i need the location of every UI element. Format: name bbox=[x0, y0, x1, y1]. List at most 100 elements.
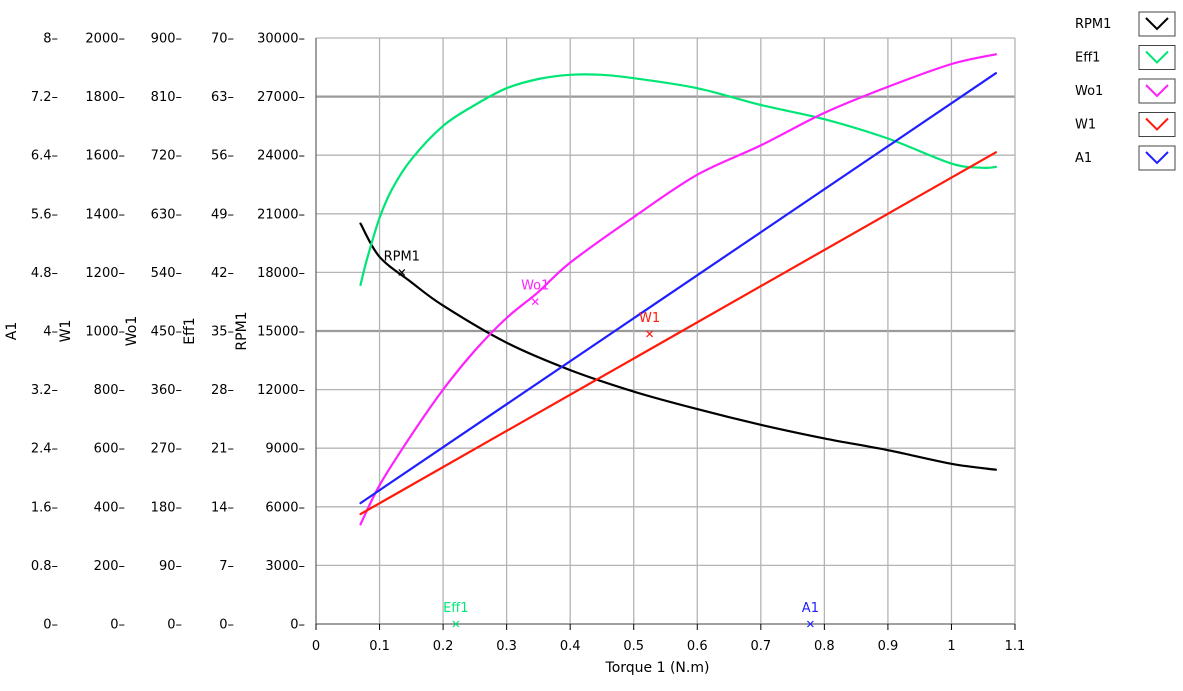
legend-item-wo1[interactable]: Wo1 bbox=[1075, 78, 1176, 104]
y-tick-label-a1: 6.4– bbox=[31, 149, 58, 164]
y-tick-label-eff1: 0– bbox=[219, 618, 234, 633]
legend-swatch-line-eff1 bbox=[1145, 50, 1169, 64]
y-tick-label-rpm1: 21000– bbox=[257, 207, 305, 222]
y-tick-label-wo1: 900– bbox=[151, 32, 182, 47]
cursor-a1[interactable]: A1 bbox=[802, 601, 819, 628]
legend-item-eff1[interactable]: Eff1 bbox=[1075, 45, 1176, 70]
x-tick-label: 0.4 bbox=[560, 639, 581, 654]
legend-label-rpm1: RPM1 bbox=[1075, 17, 1111, 32]
cursor-marker-a1[interactable] bbox=[806, 620, 814, 628]
legend[interactable]: RPM1 Eff1 Wo1 W1 A1 bbox=[1075, 11, 1176, 171]
y-tick-label-wo1: 0– bbox=[167, 618, 182, 633]
legend-item-rpm1[interactable]: RPM1 bbox=[1075, 11, 1176, 37]
y-tick-label-w1: 400– bbox=[94, 500, 125, 515]
cursor-wo1[interactable]: Wo1 bbox=[521, 279, 549, 306]
x-tick-label: 1.1 bbox=[1005, 639, 1026, 654]
legend-swatch-line-rpm1 bbox=[1145, 17, 1169, 31]
y-tick-label-wo1: 810– bbox=[151, 90, 182, 105]
x-tick-label: 0.7 bbox=[750, 639, 771, 654]
y-tick-label-rpm1: 15000– bbox=[257, 325, 305, 340]
cursor-eff1[interactable]: Eff1 bbox=[443, 601, 469, 628]
plot-grid bbox=[315, 37, 1016, 625]
y-tick-label-w1: 800– bbox=[94, 383, 125, 398]
legend-swatch-w1[interactable] bbox=[1138, 112, 1176, 137]
x-tick-label: 0.8 bbox=[814, 639, 835, 654]
y-tick-label-wo1: 360– bbox=[151, 383, 182, 398]
y-axis-title-wo1: Wo1 bbox=[124, 316, 140, 347]
x-tick-label: 0.5 bbox=[623, 639, 644, 654]
y-tick-label-rpm1: 3000– bbox=[265, 559, 305, 574]
cursor-rpm1[interactable]: RPM1 bbox=[384, 249, 420, 276]
y-tick-label-rpm1: 0– bbox=[290, 618, 305, 633]
y-tick-label-rpm1: 12000– bbox=[257, 383, 305, 398]
series-line-rpm1 bbox=[359, 222, 997, 471]
legend-item-w1[interactable]: W1 bbox=[1075, 112, 1176, 137]
cursor-label-a1: A1 bbox=[802, 601, 819, 616]
y-tick-label-a1: 2.4– bbox=[31, 442, 58, 457]
y-tick-label-eff1: 35– bbox=[211, 325, 234, 340]
y-tick-label-rpm1: 18000– bbox=[257, 266, 305, 281]
cursor-label-wo1: Wo1 bbox=[521, 279, 549, 294]
y-tick-label-wo1: 720– bbox=[151, 149, 182, 164]
y-tick-label-w1: 1000– bbox=[85, 325, 125, 340]
y-tick-label-eff1: 28– bbox=[211, 383, 234, 398]
legend-swatch-rpm1[interactable] bbox=[1138, 11, 1176, 37]
y-tick-label-rpm1: 9000– bbox=[265, 442, 305, 457]
y-tick-label-eff1: 14– bbox=[211, 500, 234, 515]
legend-label-a1: A1 bbox=[1075, 151, 1092, 166]
x-axis-title: Torque 1 (N.m) bbox=[605, 660, 710, 676]
legend-label-w1: W1 bbox=[1075, 118, 1096, 133]
y-tick-label-eff1: 56– bbox=[211, 149, 234, 164]
y-tick-label-wo1: 180– bbox=[151, 500, 182, 515]
y-tick-label-rpm1: 6000– bbox=[265, 500, 305, 515]
y-axis-title-rpm1: RPM1 bbox=[234, 311, 250, 350]
series-line-a1 bbox=[359, 72, 997, 505]
series-line-w1 bbox=[359, 151, 997, 516]
cursor-marker-rpm1[interactable] bbox=[398, 268, 406, 276]
y-tick-label-a1: 4.8– bbox=[31, 266, 58, 281]
y-tick-label-w1: 1600– bbox=[85, 149, 125, 164]
x-tick-label: 1 bbox=[947, 639, 955, 654]
y-tick-label-a1: 5.6– bbox=[31, 207, 58, 222]
x-tick-label: 0 bbox=[312, 639, 320, 654]
y-tick-label-a1: 8– bbox=[43, 32, 58, 47]
cursor-marker-wo1[interactable] bbox=[531, 298, 539, 306]
y-tick-label-rpm1: 27000– bbox=[257, 90, 305, 105]
legend-swatch-a1[interactable] bbox=[1138, 145, 1176, 171]
y-tick-label-w1: 2000– bbox=[85, 32, 125, 47]
legend-item-a1[interactable]: A1 bbox=[1075, 145, 1176, 171]
y-tick-label-eff1: 63– bbox=[211, 90, 234, 105]
series-line-wo1 bbox=[359, 53, 997, 526]
y-tick-label-eff1: 49– bbox=[211, 207, 234, 222]
y-tick-label-a1: 0.8– bbox=[31, 559, 58, 574]
legend-swatch-wo1[interactable] bbox=[1138, 78, 1176, 104]
y-tick-label-eff1: 21– bbox=[211, 442, 234, 457]
y-axis-title-eff1: Eff1 bbox=[182, 317, 198, 344]
axes: 0 0.1 0.2 0.3 0.4 0.5 0.6 0.7 0.8 0.9 1 1.1 0– 0.8– 1.… bbox=[4, 32, 1025, 655]
cursor-w1[interactable]: W1 bbox=[639, 311, 660, 338]
y-tick-label-wo1: 270– bbox=[151, 442, 182, 457]
y-tick-label-a1: 1.6– bbox=[31, 500, 58, 515]
y-tick-label-w1: 1200– bbox=[85, 266, 125, 281]
y-tick-label-w1: 1800– bbox=[85, 90, 125, 105]
x-tick-label: 0.9 bbox=[878, 639, 899, 654]
y-tick-label-a1: 7.2– bbox=[31, 90, 58, 105]
y-axis-title-a1: A1 bbox=[4, 322, 20, 340]
y-tick-label-wo1: 450– bbox=[151, 325, 182, 340]
x-tick-label: 0.3 bbox=[496, 639, 517, 654]
y-tick-label-rpm1: 30000– bbox=[257, 32, 305, 47]
legend-swatch-line-w1 bbox=[1145, 117, 1169, 131]
x-tick-label: 0.6 bbox=[687, 639, 708, 654]
series-line-eff1 bbox=[359, 73, 997, 287]
series-lines bbox=[359, 53, 997, 526]
legend-swatch-line-a1 bbox=[1145, 151, 1169, 165]
y-tick-label-eff1: 7– bbox=[219, 559, 234, 574]
x-tick-label: 0.1 bbox=[369, 639, 390, 654]
cursor-marker-w1[interactable] bbox=[646, 330, 654, 338]
y-tick-label-w1: 600– bbox=[94, 442, 125, 457]
y-tick-label-wo1: 90– bbox=[159, 559, 182, 574]
cursor-marker-eff1[interactable] bbox=[452, 620, 460, 628]
legend-swatch-eff1[interactable] bbox=[1138, 45, 1176, 70]
legend-label-eff1: Eff1 bbox=[1075, 51, 1100, 66]
